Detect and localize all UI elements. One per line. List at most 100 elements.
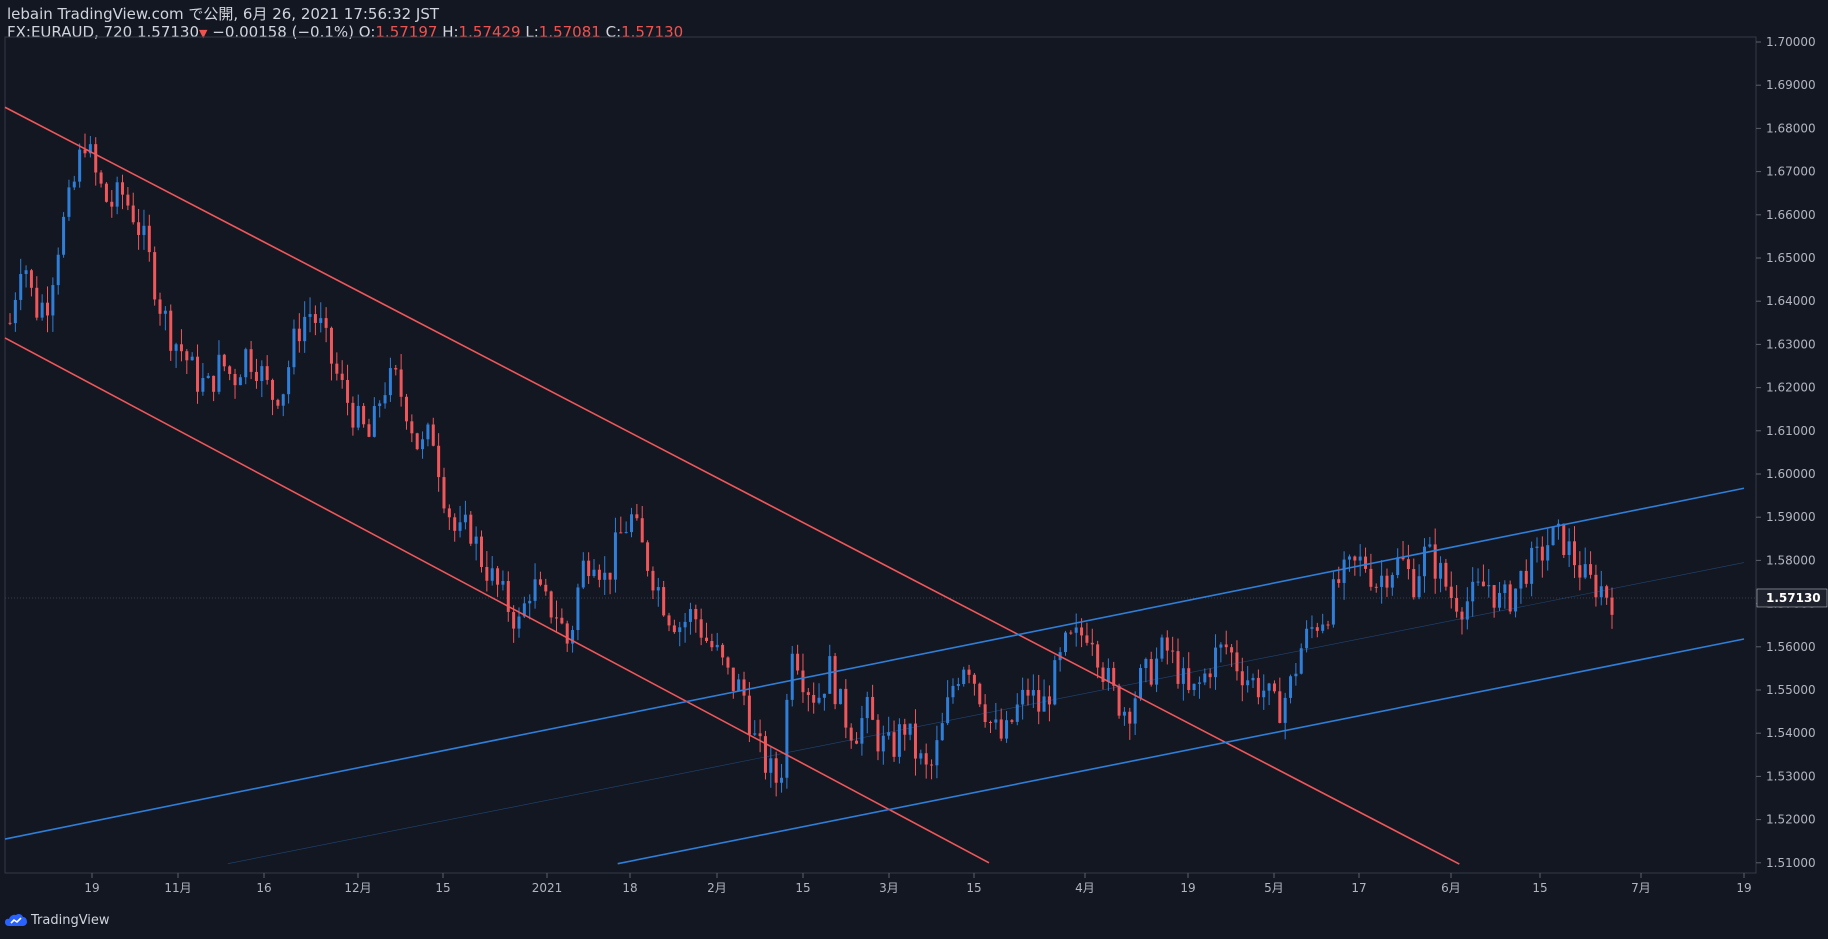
candle-body bbox=[506, 580, 510, 612]
candle-body bbox=[1583, 564, 1587, 578]
candle-body bbox=[913, 723, 917, 759]
y-tick-label: 1.64000 bbox=[1766, 294, 1816, 308]
tradingview-brand[interactable]: TradingView bbox=[31, 912, 110, 928]
x-tick-label: 17 bbox=[1351, 881, 1366, 895]
candle-body bbox=[1128, 711, 1132, 724]
candle-body bbox=[1540, 546, 1544, 561]
last-price-label: 1.57130 bbox=[1766, 591, 1821, 605]
candle-body bbox=[346, 379, 350, 403]
candle-body bbox=[1305, 628, 1309, 649]
y-tick-label: 1.54000 bbox=[1766, 726, 1816, 740]
candle-body bbox=[1599, 586, 1603, 598]
candle-body bbox=[715, 644, 719, 648]
candle-body bbox=[549, 591, 553, 618]
candle-body bbox=[1267, 683, 1271, 691]
candle-body bbox=[356, 405, 360, 428]
candle-body bbox=[1460, 611, 1464, 620]
candle-body bbox=[796, 653, 800, 671]
candle-body bbox=[1342, 559, 1346, 583]
candle-body bbox=[1321, 624, 1325, 631]
candle-body bbox=[458, 522, 462, 531]
candle-body bbox=[1374, 586, 1378, 588]
candle-body bbox=[1310, 627, 1314, 629]
candle-body bbox=[185, 351, 189, 361]
candle-body bbox=[946, 697, 950, 724]
candle-body bbox=[340, 373, 344, 380]
candle-body bbox=[1289, 676, 1293, 698]
candle-body bbox=[56, 254, 60, 286]
candle-body bbox=[1219, 644, 1223, 648]
candle-body bbox=[276, 399, 280, 406]
channel-up-upper[interactable] bbox=[4, 487, 1745, 840]
candle-body bbox=[667, 615, 671, 626]
candle-body bbox=[1412, 569, 1416, 598]
candle-body bbox=[1214, 647, 1218, 678]
channel-up-lower[interactable] bbox=[617, 638, 1745, 865]
candle-body bbox=[903, 724, 907, 735]
candle-body bbox=[892, 732, 896, 757]
x-tick-label: 15 bbox=[795, 881, 810, 895]
candle-body bbox=[431, 424, 435, 446]
candle-body bbox=[1572, 541, 1576, 566]
candle-body bbox=[1272, 683, 1276, 692]
candle-body bbox=[522, 603, 526, 617]
candle-body bbox=[137, 222, 141, 235]
channel-down-lower[interactable] bbox=[4, 337, 990, 864]
candle-body bbox=[1358, 556, 1362, 561]
last-price-tag bbox=[1756, 588, 1828, 608]
candle-body bbox=[1122, 711, 1126, 716]
candle-body bbox=[13, 299, 17, 324]
candle-body bbox=[999, 719, 1003, 739]
candle-body bbox=[1503, 584, 1507, 593]
candle-body bbox=[780, 777, 784, 783]
candle-body bbox=[319, 318, 323, 323]
candle-body bbox=[763, 736, 767, 773]
candle-body bbox=[1021, 689, 1025, 705]
candle-body bbox=[388, 368, 392, 396]
candle-body bbox=[608, 572, 612, 580]
candle-body bbox=[1015, 704, 1019, 722]
candle-body bbox=[1294, 673, 1298, 677]
candle-body bbox=[104, 183, 108, 202]
channel-down-upper[interactable] bbox=[4, 106, 1460, 865]
channel-up-mid[interactable] bbox=[227, 562, 1745, 864]
candle-body bbox=[662, 587, 666, 616]
candle-body bbox=[121, 182, 125, 195]
candle-body bbox=[19, 273, 23, 300]
candle-body bbox=[694, 608, 698, 620]
candle-body bbox=[249, 349, 253, 372]
candle-body bbox=[1047, 696, 1051, 705]
candle-body bbox=[24, 270, 28, 274]
candle-body bbox=[372, 406, 376, 437]
candle-body bbox=[828, 656, 832, 694]
x-tick-label: 15 bbox=[435, 881, 450, 895]
candle-body bbox=[785, 699, 789, 778]
candle-body bbox=[1181, 668, 1185, 684]
candle-body bbox=[1364, 556, 1368, 569]
candle-body bbox=[233, 373, 237, 386]
candle-body bbox=[410, 421, 414, 434]
y-tick-label: 1.66000 bbox=[1766, 208, 1816, 222]
candle-body bbox=[1433, 544, 1437, 579]
candle-body bbox=[196, 356, 200, 392]
candle-body bbox=[849, 727, 853, 741]
candle-body bbox=[855, 740, 859, 744]
candle-body bbox=[560, 617, 564, 624]
candle-body bbox=[576, 587, 580, 630]
candle-body bbox=[447, 508, 451, 518]
candle-body bbox=[174, 344, 178, 351]
tradingview-cloud-icon[interactable] bbox=[5, 913, 27, 927]
candle-body bbox=[1197, 682, 1201, 684]
candle-body bbox=[908, 723, 912, 735]
y-tick-label: 1.51000 bbox=[1766, 856, 1816, 870]
y-tick-label: 1.60000 bbox=[1766, 467, 1816, 481]
plot-frame bbox=[4, 36, 1757, 874]
candle-body bbox=[833, 656, 837, 705]
candle-body bbox=[1069, 632, 1073, 634]
x-tick-label: 7月 bbox=[1631, 881, 1651, 895]
candle-body bbox=[1139, 668, 1143, 699]
candle-body bbox=[790, 653, 794, 700]
candle-body bbox=[651, 570, 655, 591]
candle-body bbox=[490, 568, 494, 581]
